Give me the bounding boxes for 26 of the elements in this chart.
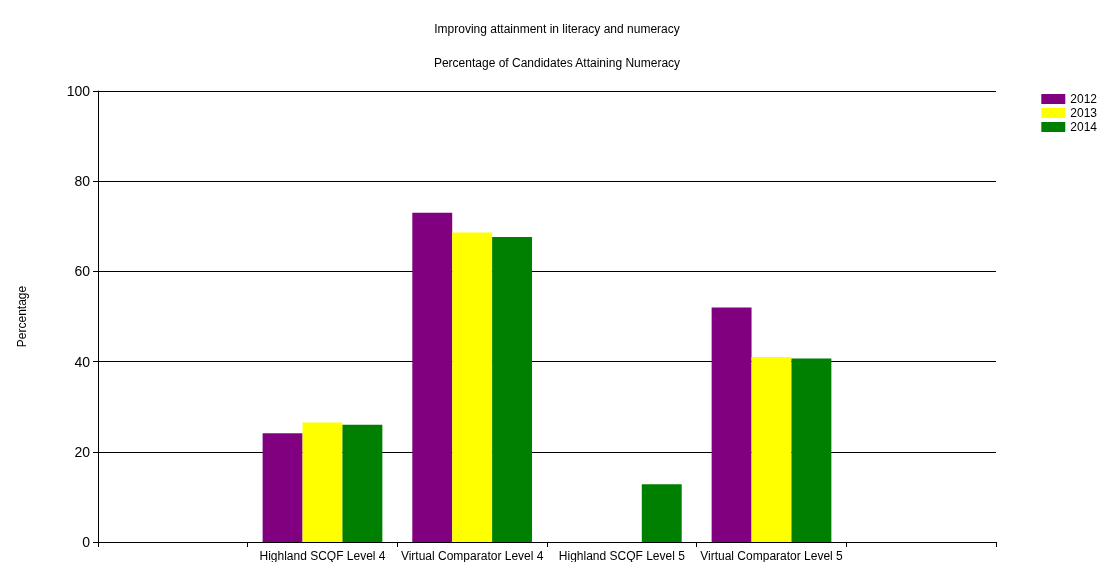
x-tick-label: Highland SCQF Level 4 — [259, 549, 386, 563]
x-tick-label: Virtual Comparator Level 4 — [400, 549, 544, 563]
x-tick-label: Highland SCQF Level 5 — [558, 549, 686, 563]
y-tick-label: 0 — [82, 534, 91, 550]
y-tick-label: 80 — [74, 173, 91, 190]
bar — [412, 212, 453, 542]
y-tick-label: 20 — [74, 443, 91, 460]
y-tick-label: 100 — [66, 83, 91, 99]
bar — [711, 307, 752, 542]
bar — [302, 422, 343, 542]
bar — [452, 232, 493, 542]
legend-label: 2012 — [1070, 92, 1098, 106]
legend-label: 2013 — [1070, 106, 1098, 120]
y-axis-title: Percentage — [15, 285, 29, 348]
bar — [751, 357, 792, 542]
legend-label: 2014 — [1070, 120, 1098, 134]
bar — [342, 424, 383, 542]
bar — [492, 237, 533, 542]
x-tick-label: Virtual Comparator Level 5 — [700, 549, 844, 563]
chart-title: Improving attainment in literacy and numeracy — [434, 22, 680, 36]
bar — [791, 358, 832, 542]
bar — [262, 433, 303, 542]
y-tick-label: 60 — [74, 263, 91, 280]
bar — [641, 484, 682, 542]
chart-subtitle: Percentage of Candidates Attaining Numeracy — [433, 56, 681, 70]
y-tick-label: 40 — [74, 353, 91, 370]
